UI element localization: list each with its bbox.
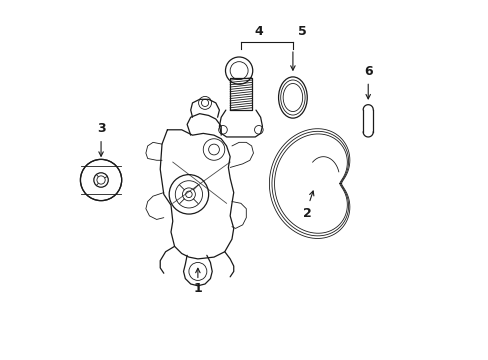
Text: 2: 2 bbox=[302, 207, 311, 220]
Text: 4: 4 bbox=[254, 25, 263, 39]
Text: 3: 3 bbox=[97, 122, 105, 135]
Text: 5: 5 bbox=[297, 25, 305, 39]
Text: 1: 1 bbox=[193, 282, 202, 295]
Text: 6: 6 bbox=[363, 65, 372, 78]
